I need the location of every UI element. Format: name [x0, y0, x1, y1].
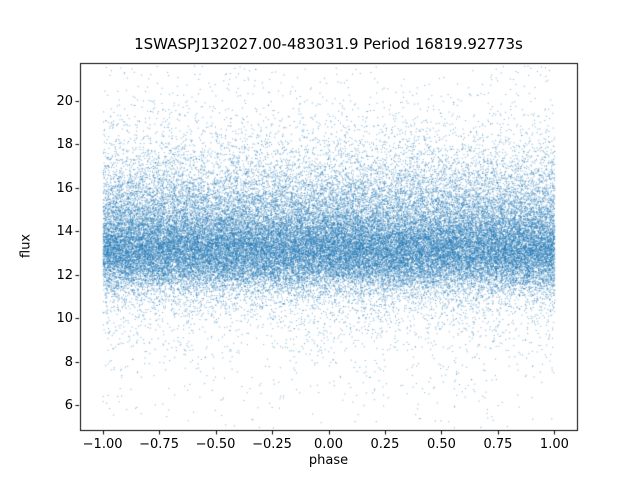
x-tick-label: 0.50 [426, 437, 456, 452]
y-tick-label: 16 [56, 180, 73, 196]
x-tick-label: 0.25 [370, 437, 400, 452]
x-tick-label: −0.75 [139, 437, 179, 452]
x-axis-label: phase [308, 453, 349, 468]
x-tick-label: 0.00 [314, 437, 343, 452]
x-tick-label: 1.00 [539, 437, 569, 452]
y-tick-label: 8 [64, 354, 73, 370]
y-tick-label: 14 [56, 224, 73, 240]
x-tick-label: 0.75 [483, 437, 513, 452]
y-tick-label: 6 [64, 398, 73, 414]
y-tick-label: 10 [56, 311, 73, 327]
x-tick-label: −0.50 [195, 437, 236, 452]
y-tick-label: 20 [56, 94, 73, 109]
y-axis-label: flux [18, 233, 34, 259]
x-tick-label: −1.00 [82, 437, 123, 452]
y-tick-label: 12 [56, 267, 73, 283]
y-tick-label: 18 [56, 137, 73, 153]
x-tick-label: −0.25 [252, 437, 292, 452]
chart-title: 1SWASPJ132027.00-483031.9 Period 16819.9… [134, 35, 523, 53]
